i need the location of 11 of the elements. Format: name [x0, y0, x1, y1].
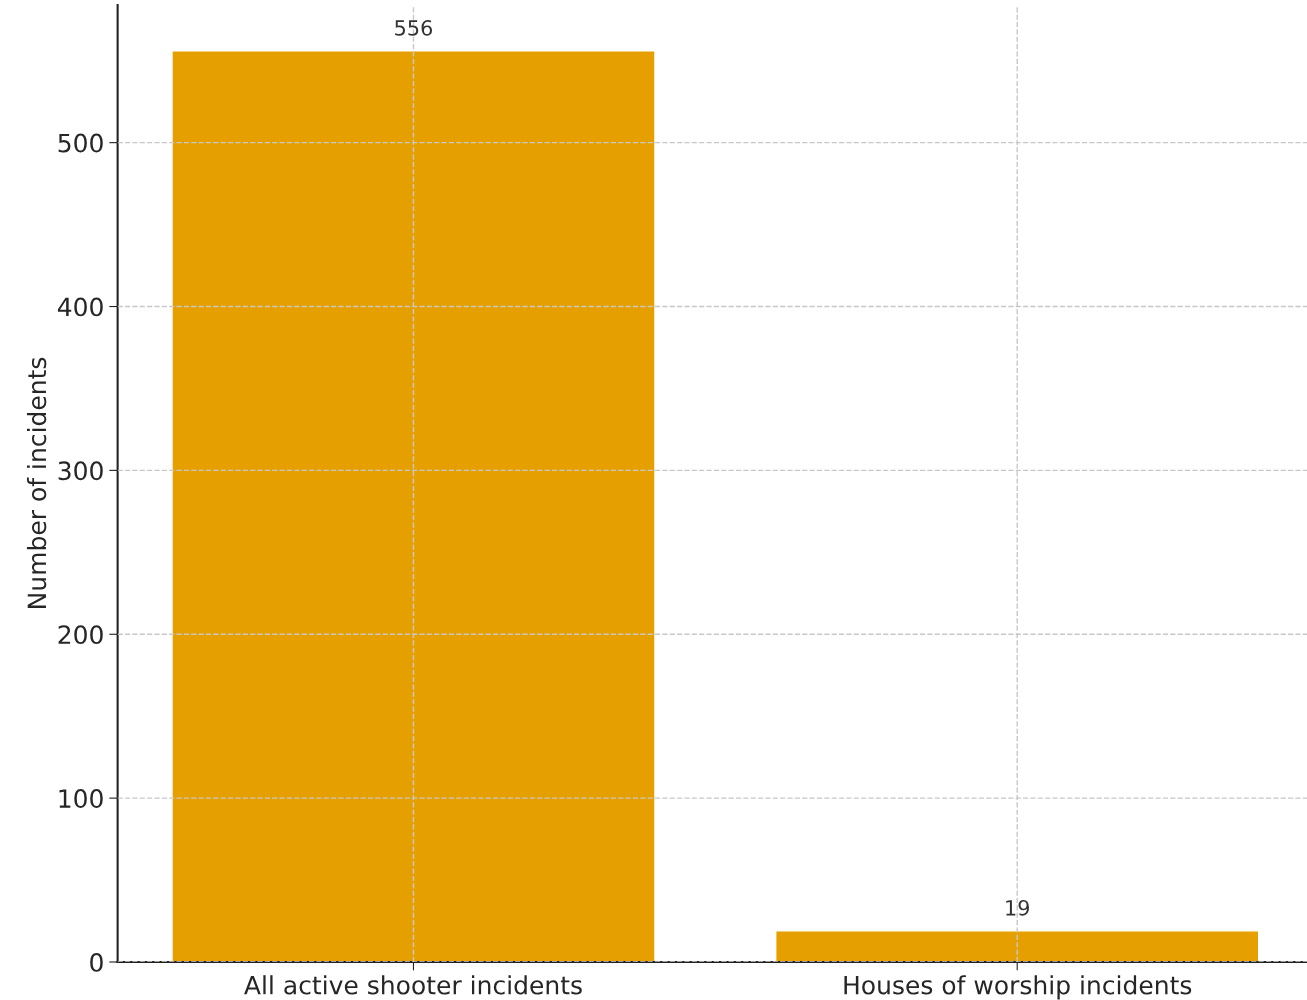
y-tick-label: 400 [57, 297, 103, 317]
y-tick-label: 500 [58, 133, 103, 153]
y-tick-label: 100 [59, 789, 103, 808]
x-tick-label: Houses of worship incidents [844, 975, 1192, 1000]
y-tick-label: 200 [58, 625, 103, 645]
y-tick-label: 300 [58, 461, 103, 481]
x-tick-label: All active shooter incidents [244, 975, 582, 995]
data-label: 556 [395, 19, 433, 36]
y-tick-label: 0 [90, 952, 103, 972]
y-axis-title: Number of incidents [26, 357, 47, 608]
data-label: 19 [1006, 899, 1029, 916]
